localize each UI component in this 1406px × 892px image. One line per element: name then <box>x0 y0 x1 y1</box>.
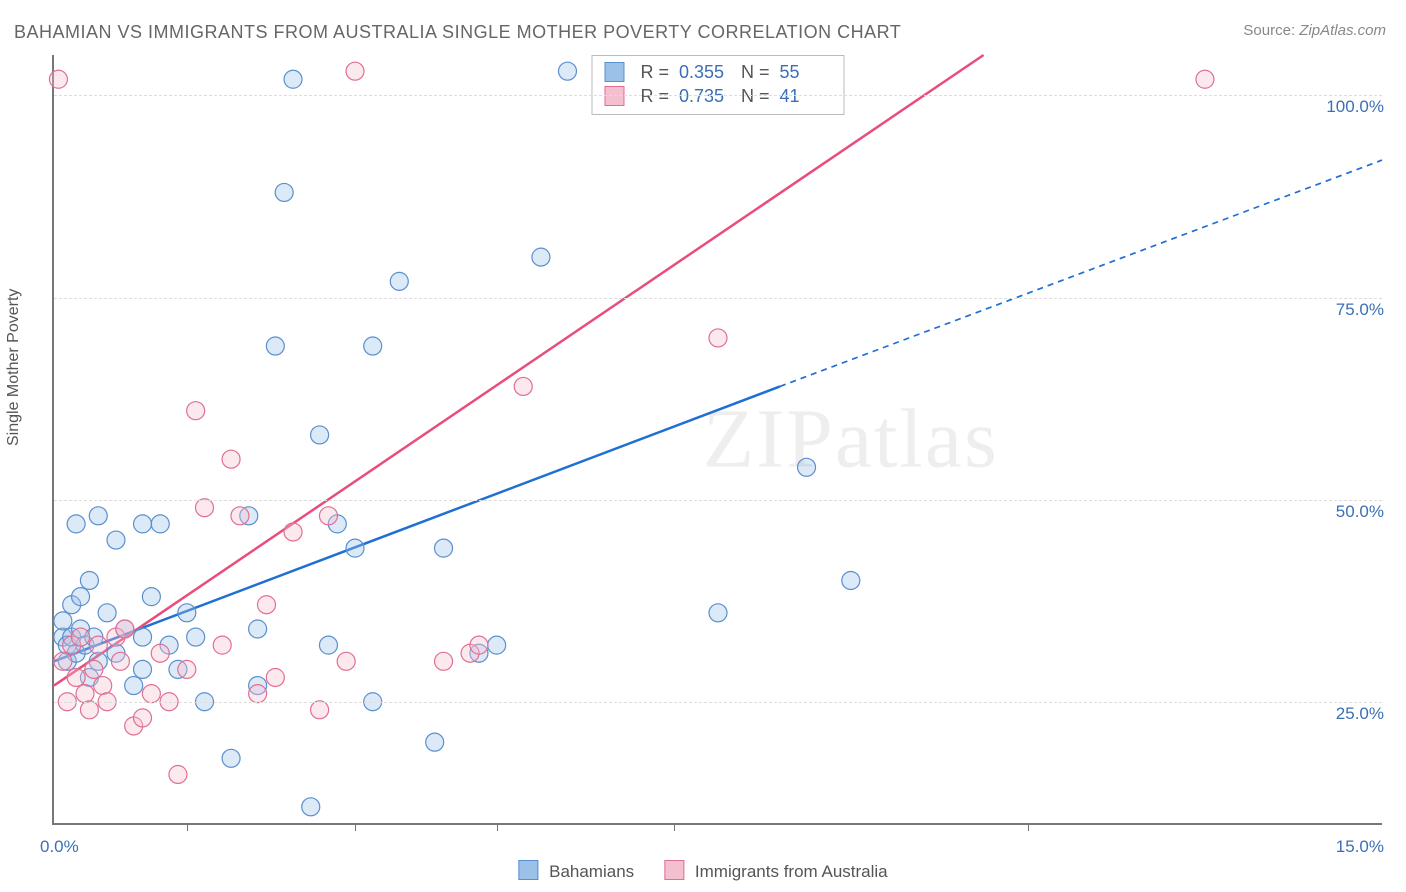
x-tick-label: 15.0% <box>1336 837 1384 857</box>
source-label: Source: <box>1243 22 1295 39</box>
x-tick-label: 0.0% <box>40 837 79 857</box>
y-tick-label: 50.0% <box>1336 502 1384 522</box>
stats-row: R = 0.355 N = 55 <box>604 60 831 84</box>
legend-label: Bahamians <box>549 862 634 881</box>
swatch-series1 <box>518 860 538 880</box>
plot-area: ZIPatlas R = 0.355 N = 55 R = 0.735 N = … <box>52 55 1382 825</box>
swatch-series2 <box>664 860 684 880</box>
y-tick-label: 25.0% <box>1336 704 1384 724</box>
legend-bottom: Bahamians Immigrants from Australia <box>518 860 887 882</box>
swatch-series1 <box>604 62 624 82</box>
legend-label: Immigrants from Australia <box>695 862 888 881</box>
stat-label: R = <box>640 60 669 84</box>
source-attribution: Source: ZipAtlas.com <box>1243 22 1386 39</box>
scatter-layer <box>54 55 1382 823</box>
y-tick-label: 75.0% <box>1336 300 1384 320</box>
legend-item: Bahamians <box>518 860 634 882</box>
chart-title: BAHAMIAN VS IMMIGRANTS FROM AUSTRALIA SI… <box>14 22 901 43</box>
legend-item: Immigrants from Australia <box>664 860 887 882</box>
chart-container: BAHAMIAN VS IMMIGRANTS FROM AUSTRALIA SI… <box>0 0 1406 892</box>
stat-label: N = <box>741 60 770 84</box>
y-axis-label: Single Mother Poverty <box>5 289 23 446</box>
stat-value: 55 <box>780 60 832 84</box>
stat-value: 0.355 <box>679 60 731 84</box>
y-tick-label: 100.0% <box>1326 97 1384 117</box>
source-value: ZipAtlas.com <box>1299 22 1386 39</box>
stats-legend-box: R = 0.355 N = 55 R = 0.735 N = 41 <box>591 55 844 115</box>
